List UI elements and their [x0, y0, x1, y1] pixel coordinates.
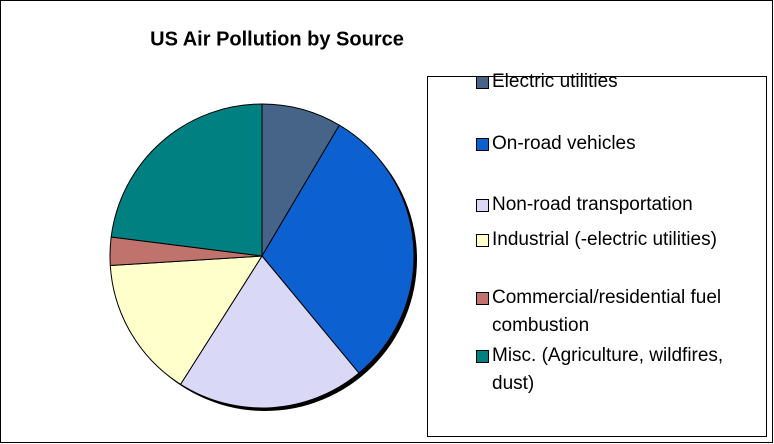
legend-entry: Industrial (-electric utilities): [476, 226, 758, 254]
chart-title: US Air Pollution by Source: [150, 28, 404, 50]
pie-slice: [109, 255, 263, 386]
legend-label: Commercial/residential fuel combustion: [492, 287, 722, 336]
pie-slice: [179, 255, 360, 409]
legend-swatch: [476, 138, 489, 151]
legend-label: Electric utilities: [492, 71, 618, 92]
legend-entry: Non-road transportation: [476, 191, 758, 219]
legend-swatch: [476, 199, 489, 212]
legend-entry: Electric utilities: [476, 68, 758, 96]
legend-swatch: [476, 76, 489, 89]
legend-box: [427, 76, 767, 437]
pie-slice: [110, 103, 263, 257]
legend-swatch: [476, 292, 489, 305]
legend-label: Misc. (Agriculture, wildfires, dust): [492, 345, 724, 394]
legend-label: Industrial (-electric utilities): [492, 229, 717, 250]
legend-entry: Commercial/residential fuel combustion: [476, 284, 758, 340]
legend-label: Non-road transportation: [492, 194, 693, 215]
pie-slice: [261, 124, 415, 374]
legend-entry: On-road vehicles: [476, 130, 758, 158]
legend-label: On-road vehicles: [492, 133, 636, 154]
legend-swatch: [476, 350, 489, 363]
legend-entry: Misc. (Agriculture, wildfires, dust): [476, 342, 758, 398]
legend-swatch: [476, 234, 489, 247]
